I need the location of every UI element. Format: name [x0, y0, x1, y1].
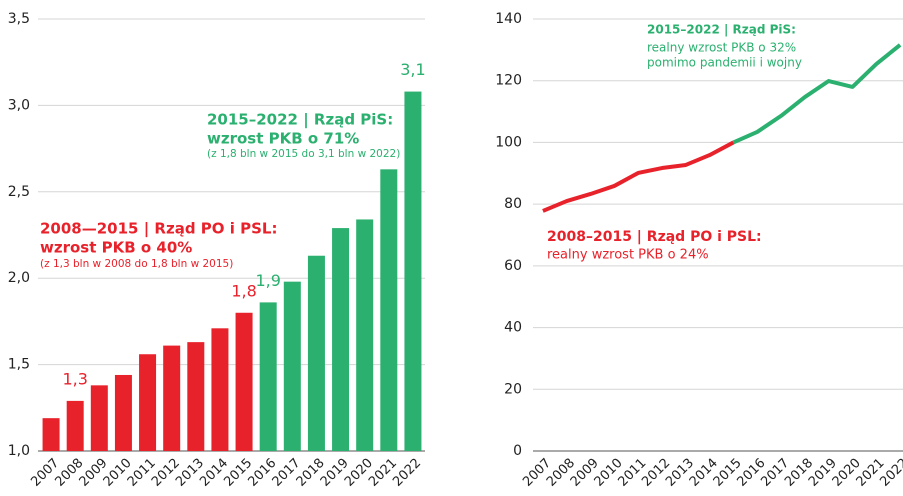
bar — [139, 354, 157, 451]
bar — [163, 345, 181, 451]
annotation: realny wzrost PKB o 32% — [647, 41, 796, 55]
annotation: 2015–2022 | Rząd PiS: — [207, 111, 393, 130]
annotation: 2015–2022 | Rząd PiS: — [647, 23, 796, 37]
y-tick-label: 3,5 — [8, 11, 30, 27]
bar — [259, 302, 277, 451]
value-label: 1,9 — [255, 271, 280, 290]
x-tick-label: 2022 — [390, 456, 424, 490]
y-tick-label: 2,5 — [8, 184, 30, 200]
bar — [42, 418, 60, 451]
bar — [114, 374, 132, 451]
annotation: 2008—2015 | Rząd PO i PSL: — [40, 220, 277, 239]
bar — [66, 400, 84, 451]
value-label: 1,3 — [62, 369, 87, 388]
y-tick-label: 140 — [495, 11, 522, 27]
y-tick-label: 1,5 — [8, 357, 30, 373]
annotation: (z 1,3 bln w 2008 do 1,8 bln w 2015) — [40, 258, 233, 270]
annotation: realny wzrost PKB o 24% — [547, 248, 709, 263]
y-tick-label: 3,0 — [8, 97, 30, 113]
bar — [404, 91, 422, 452]
bar — [332, 228, 350, 451]
bar — [283, 281, 301, 451]
bar — [235, 312, 253, 451]
bar — [211, 328, 229, 451]
annotation: wzrost PKB o 40% — [40, 239, 192, 257]
bar — [356, 219, 374, 451]
line — [542, 140, 735, 213]
y-tick-label: 80 — [504, 196, 522, 212]
y-tick-label: 40 — [504, 320, 522, 336]
y-tick-label: 0 — [513, 443, 522, 459]
y-tick-label: 60 — [504, 258, 522, 274]
value-label: 3,1 — [400, 60, 425, 79]
bar — [90, 385, 108, 451]
value-label: 1,8 — [231, 281, 256, 300]
y-tick-label: 20 — [504, 381, 522, 397]
y-tick-label: 2,0 — [8, 270, 30, 286]
line — [732, 43, 902, 145]
bar — [307, 255, 325, 451]
y-tick-label: 100 — [495, 134, 522, 150]
annotation: wzrost PKB o 71% — [207, 130, 359, 148]
annotation: (z 1,8 bln w 2015 do 3,1 bln w 2022) — [207, 148, 400, 160]
y-tick-label: 1,0 — [8, 443, 30, 459]
bar — [187, 342, 205, 451]
annotation: pomimo pandemii i wojny — [647, 56, 802, 70]
y-tick-label: 120 — [495, 73, 522, 89]
annotation: 2008–2015 | Rząd PO i PSL: — [547, 229, 762, 245]
bar — [380, 169, 398, 451]
